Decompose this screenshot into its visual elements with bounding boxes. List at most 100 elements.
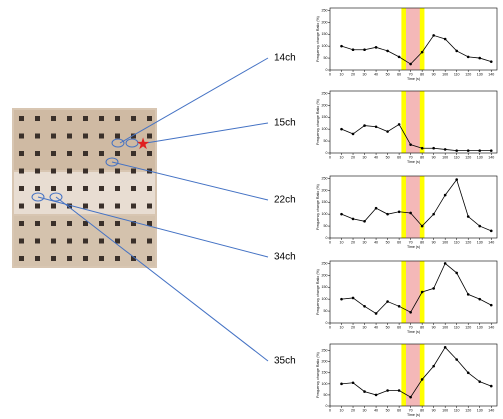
electrode	[147, 186, 152, 191]
electrode	[35, 239, 40, 244]
y-axis-label: Frequency change Ratio (%)	[316, 16, 320, 62]
time-band	[406, 344, 420, 406]
electrode	[67, 151, 72, 156]
x-tick-label: 120	[465, 240, 471, 244]
x-tick-label: 50	[386, 408, 390, 412]
x-tick-label: 60	[397, 408, 401, 412]
y-tick-label: 150	[322, 371, 328, 375]
x-tick-label: 0	[329, 72, 331, 76]
data-point	[363, 305, 366, 308]
y-tick-label: 100	[322, 127, 328, 131]
electrode	[67, 116, 72, 121]
electrode	[35, 116, 40, 121]
y-tick-label: 0	[326, 236, 328, 240]
electrode	[99, 151, 104, 156]
x-tick-label: 120	[465, 155, 471, 159]
x-tick-label: 30	[363, 240, 367, 244]
electrode	[67, 134, 72, 139]
data-point	[478, 225, 481, 228]
x-tick-label: 80	[420, 240, 424, 244]
x-tick-label: 30	[363, 408, 367, 412]
data-point	[363, 124, 366, 127]
x-tick-label: 80	[420, 325, 424, 329]
electrode	[99, 186, 104, 191]
x-tick-label: 10	[340, 325, 344, 329]
y-tick-label: 50	[324, 139, 328, 143]
y-tick-label: 200	[322, 273, 328, 277]
electrode	[115, 151, 120, 156]
x-axis-label: Time (s)	[407, 330, 420, 334]
x-tick-label: 20	[351, 408, 355, 412]
data-point	[375, 125, 378, 128]
data-point	[352, 48, 355, 51]
data-point	[432, 147, 435, 150]
x-axis-label: Time (s)	[407, 160, 420, 164]
y-tick-label: 250	[322, 261, 328, 265]
x-tick-label: 0	[329, 155, 331, 159]
electrode	[67, 256, 72, 261]
x-tick-label: 130	[477, 240, 483, 244]
x-tick-label: 20	[351, 240, 355, 244]
y-tick-label: 250	[322, 349, 328, 353]
data-point	[455, 50, 458, 53]
x-tick-label: 140	[488, 72, 494, 76]
electrode	[51, 169, 56, 174]
electrode	[147, 239, 152, 244]
data-point	[363, 48, 366, 51]
y-tick-label: 0	[326, 321, 328, 325]
electrode	[83, 239, 88, 244]
y-tick-label: 200	[322, 103, 328, 107]
y-tick-label: 0	[326, 404, 328, 408]
page: ★ 14ch0501001502002500102030405060708090…	[0, 0, 503, 419]
data-point	[478, 57, 481, 60]
electrode	[19, 239, 24, 244]
electrode	[19, 186, 24, 191]
channel-label: 14ch	[274, 53, 296, 64]
x-tick-label: 50	[386, 155, 390, 159]
y-tick-label: 0	[326, 151, 328, 155]
x-tick-label: 70	[409, 408, 413, 412]
x-tick-label: 40	[374, 240, 378, 244]
data-point	[478, 380, 481, 383]
y-tick-label: 200	[322, 188, 328, 192]
x-tick-label: 50	[386, 72, 390, 76]
data-point	[444, 194, 447, 197]
data-point	[490, 385, 493, 388]
data-point	[398, 210, 401, 213]
electrode	[51, 151, 56, 156]
connector	[120, 58, 268, 143]
data-point	[352, 133, 355, 136]
y-axis-label: Frequency change Ratio (%)	[316, 99, 320, 145]
electrode	[99, 256, 104, 261]
y-tick-label: 100	[322, 297, 328, 301]
x-tick-label: 90	[432, 155, 436, 159]
data-point	[386, 213, 389, 216]
x-tick-label: 90	[432, 408, 436, 412]
electrode	[19, 204, 24, 209]
electrode	[131, 169, 136, 174]
y-tick-label: 100	[322, 382, 328, 386]
data-point	[375, 312, 378, 315]
data-point	[421, 51, 424, 54]
x-axis-label: Time (s)	[407, 77, 420, 81]
electrode	[83, 116, 88, 121]
data-point	[386, 50, 389, 53]
data-point	[490, 230, 493, 233]
electrode	[83, 256, 88, 261]
channel-label: 34ch	[274, 252, 296, 263]
x-tick-label: 10	[340, 240, 344, 244]
data-point	[478, 298, 481, 301]
y-axis-label: Frequency change Ratio (%)	[316, 269, 320, 315]
x-tick-label: 120	[465, 408, 471, 412]
x-tick-label: 90	[432, 240, 436, 244]
electrode	[35, 151, 40, 156]
x-tick-label: 110	[454, 155, 460, 159]
photo	[12, 108, 157, 268]
data-point	[467, 293, 470, 296]
data-point	[398, 305, 401, 308]
time-band	[406, 261, 420, 323]
x-tick-label: 90	[432, 325, 436, 329]
data-point	[421, 291, 424, 294]
electrode	[99, 169, 104, 174]
y-axis-label: Frequency change Ratio (%)	[316, 184, 320, 230]
